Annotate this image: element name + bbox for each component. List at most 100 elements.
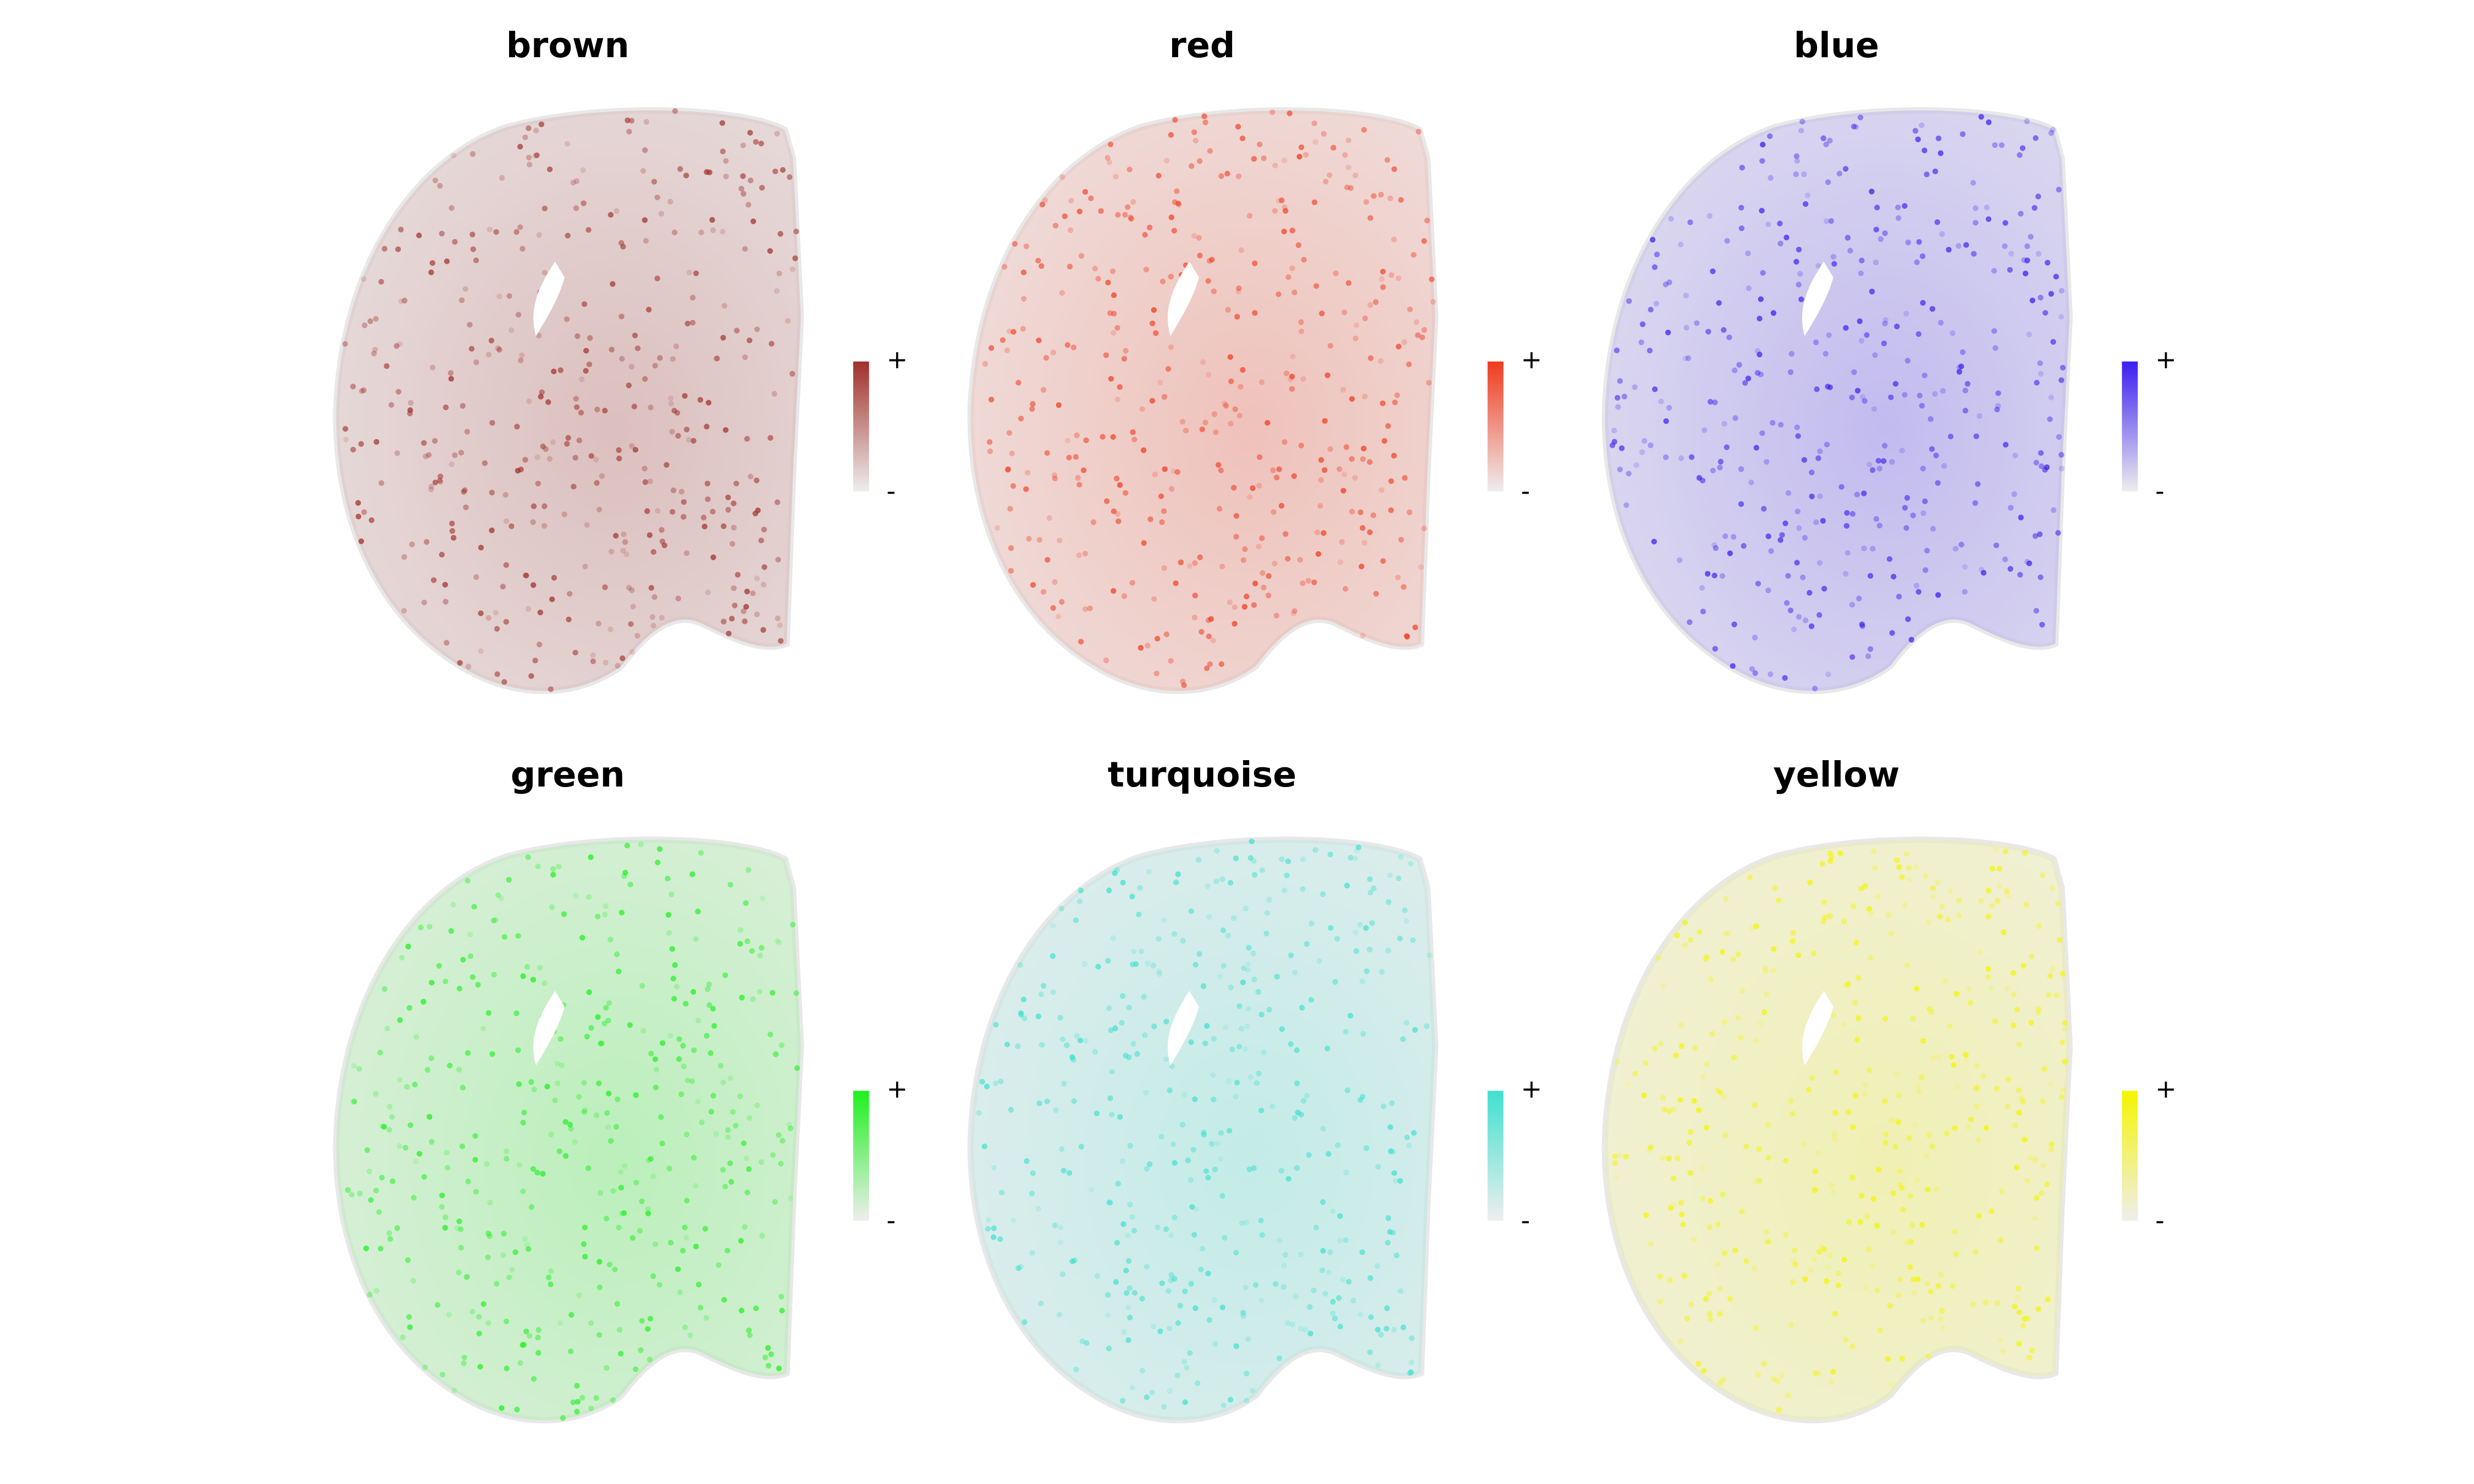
- spot: [1247, 1074, 1253, 1081]
- spot: [1732, 415, 1738, 421]
- spot: [1337, 1324, 1343, 1330]
- spot: [1233, 855, 1239, 861]
- spot: [1250, 485, 1256, 491]
- spot: [1236, 285, 1242, 291]
- spot: [588, 453, 594, 459]
- spot: [501, 1231, 507, 1237]
- spot: [1300, 376, 1306, 382]
- spot: [1719, 573, 1726, 579]
- spot: [416, 1150, 423, 1157]
- spot: [439, 1192, 445, 1199]
- spot: [1721, 1250, 1727, 1256]
- spot: [1317, 503, 1323, 509]
- spot: [1614, 395, 1621, 401]
- spot: [379, 1175, 385, 1181]
- spot: [616, 968, 622, 974]
- spot: [588, 854, 594, 860]
- spot: [407, 400, 414, 406]
- spot: [1252, 260, 1258, 267]
- spot: [1168, 132, 1174, 138]
- spot: [1870, 848, 1877, 855]
- spot: [2034, 380, 2040, 386]
- spot: [1052, 579, 1058, 585]
- spot: [1852, 1000, 1858, 1006]
- spot: [2022, 850, 2028, 856]
- spot: [1825, 671, 1831, 678]
- spot: [1687, 1129, 1694, 1135]
- spot: [1245, 961, 1251, 967]
- spot: [704, 1033, 710, 1039]
- spot: [1753, 923, 1759, 929]
- spot: [2050, 885, 2056, 891]
- spot: [1658, 1041, 1664, 1047]
- spot: [1996, 866, 2002, 872]
- spot: [522, 1236, 528, 1242]
- spot: [1304, 941, 1310, 947]
- spot: [1146, 1161, 1153, 1167]
- spot: [389, 1178, 396, 1184]
- spot: [1792, 1261, 1798, 1268]
- spot: [1059, 1146, 1065, 1153]
- spot: [488, 337, 495, 344]
- spot: [693, 270, 699, 276]
- spot: [1221, 963, 1227, 969]
- spot: [1995, 898, 2001, 904]
- spot: [1010, 329, 1017, 335]
- spot: [525, 1246, 532, 1252]
- spot: [1301, 257, 1307, 263]
- spot: [368, 517, 375, 523]
- spot: [758, 538, 764, 544]
- spot: [1699, 585, 1705, 591]
- spot: [1861, 545, 1867, 551]
- spot: [1762, 965, 1768, 972]
- spot: [1001, 264, 1008, 270]
- spot: [988, 396, 995, 403]
- spot: [775, 615, 781, 622]
- spot: [1295, 242, 1302, 248]
- spot: [503, 518, 510, 524]
- spot: [1652, 1045, 1658, 1052]
- spot: [598, 1040, 604, 1046]
- spot: [1243, 1219, 1250, 1226]
- spot: [642, 147, 648, 153]
- spot: [1205, 1175, 1211, 1181]
- spot: [446, 1311, 452, 1317]
- spot: [2058, 466, 2065, 472]
- spot: [1206, 1317, 1212, 1323]
- spot: [1899, 1185, 1905, 1191]
- spot: [531, 503, 537, 510]
- spot: [1808, 1267, 1814, 1273]
- spot: [1798, 128, 1804, 134]
- spot: [1238, 384, 1244, 390]
- spot: [1251, 1165, 1257, 1171]
- spot: [1401, 339, 1407, 345]
- spot: [506, 877, 512, 883]
- spot: [471, 904, 477, 910]
- spot: [1370, 512, 1377, 518]
- spot: [1902, 203, 1908, 209]
- spot: [401, 554, 407, 560]
- spot: [509, 523, 515, 529]
- spot: [1108, 1027, 1114, 1033]
- spot: [1758, 1021, 1764, 1027]
- spot: [1812, 1256, 1818, 1262]
- spot: [1821, 899, 1827, 905]
- spot: [1959, 349, 1966, 355]
- spot: [460, 1084, 466, 1091]
- spot: [1793, 259, 1799, 265]
- spot: [1916, 1088, 1922, 1094]
- spot: [1392, 399, 1398, 406]
- spot: [687, 1332, 693, 1338]
- spot: [648, 1050, 654, 1057]
- spot: [1707, 1224, 1713, 1230]
- spot: [581, 1109, 587, 1115]
- spot: [1897, 1276, 1903, 1283]
- spot: [1174, 1372, 1181, 1378]
- spot: [1252, 1282, 1259, 1288]
- spot: [1864, 332, 1870, 338]
- spot: [371, 351, 377, 357]
- spot: [1882, 1098, 1888, 1104]
- spot: [1291, 608, 1297, 614]
- spot: [361, 276, 367, 282]
- spot: [586, 227, 592, 233]
